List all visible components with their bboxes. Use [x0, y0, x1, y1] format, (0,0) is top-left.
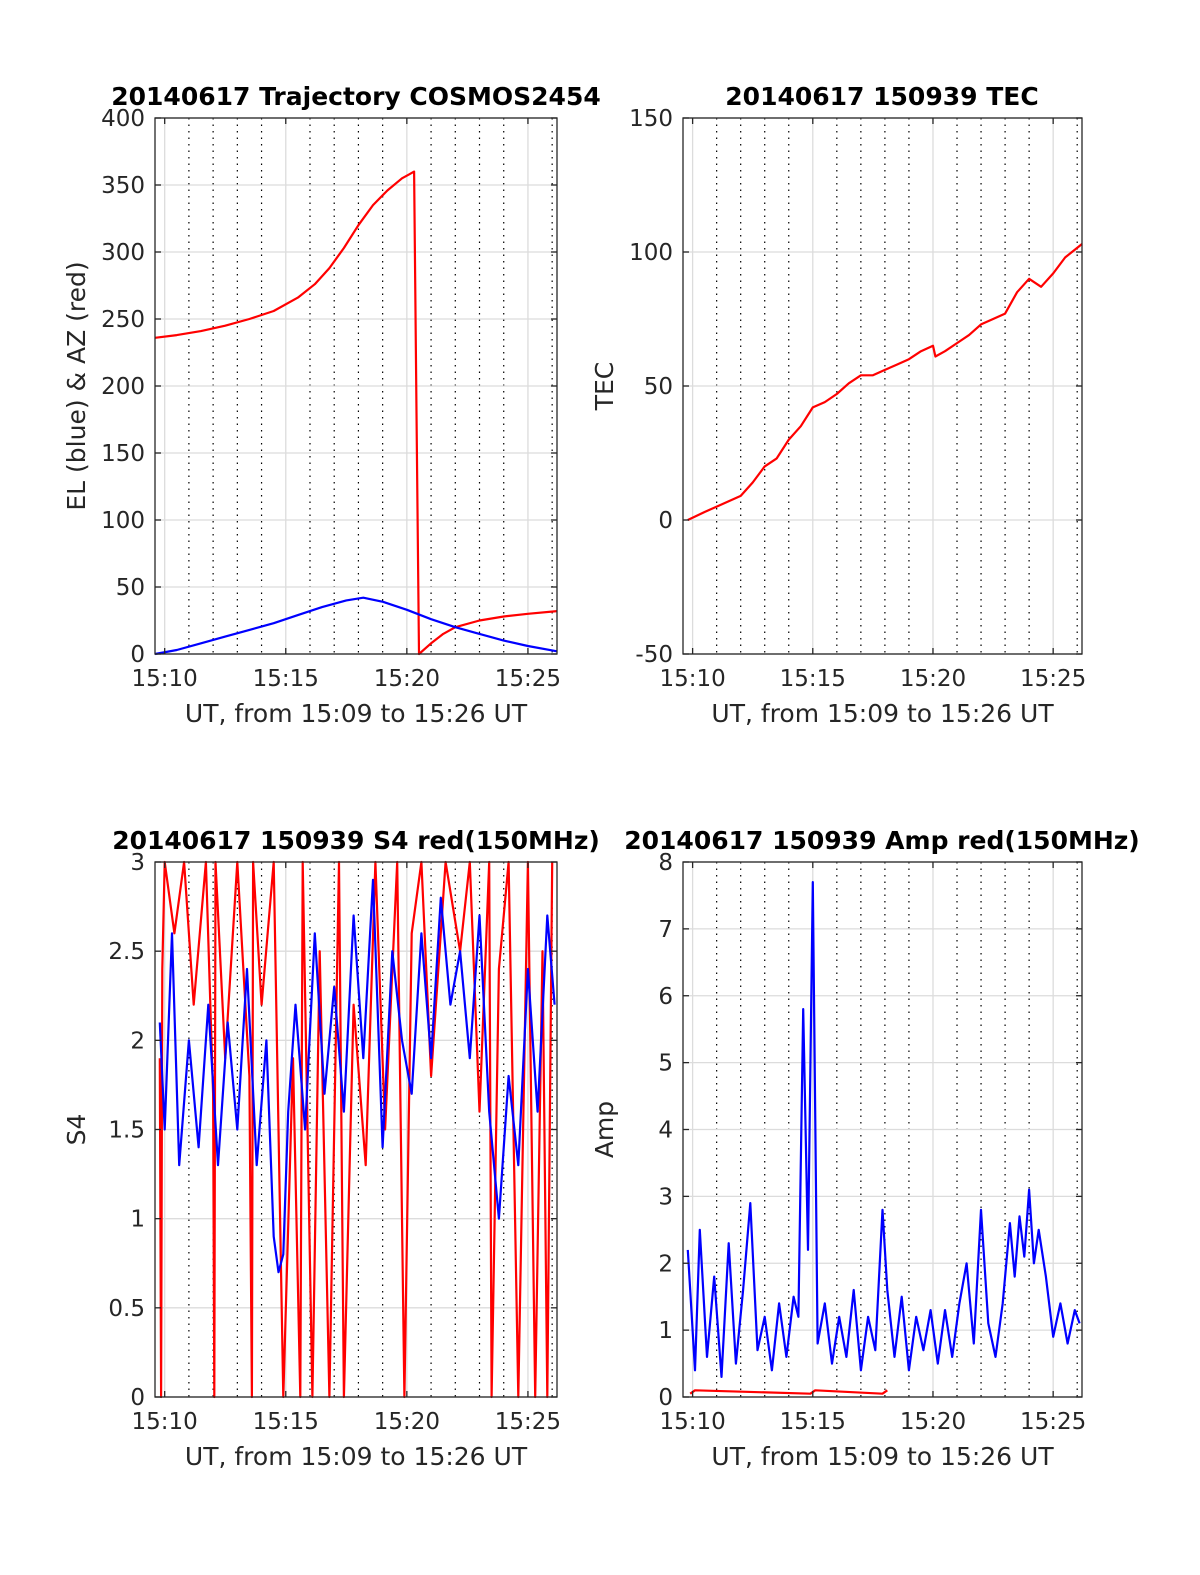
x-tick-label: 15:25 [495, 1409, 561, 1435]
y-tick-label: 250 [101, 307, 145, 333]
y-tick-label: 5 [658, 1051, 673, 1077]
x-axis-label: UT, from 15:09 to 15:26 UT [711, 699, 1054, 728]
y-tick-label: 200 [101, 374, 145, 400]
y-tick-label: 350 [101, 173, 145, 199]
x-tick-label: 15:10 [132, 666, 198, 692]
y-tick-label: 2.5 [108, 939, 145, 965]
y-tick-label: 3 [130, 850, 145, 876]
y-tick-label: 50 [116, 575, 145, 601]
x-tick-label: 15:15 [253, 666, 319, 692]
series-line-1 [686, 880, 1081, 1379]
x-axis-label: UT, from 15:09 to 15:26 UT [185, 1442, 528, 1471]
x-axis-label: UT, from 15:09 to 15:26 UT [185, 699, 528, 728]
x-tick-label: 15:10 [659, 666, 725, 692]
y-tick-label: 1 [658, 1318, 673, 1344]
x-tick-label: 15:15 [780, 666, 846, 692]
x-tick-label: 15:10 [659, 1409, 725, 1435]
y-tick-label: 1.5 [108, 1118, 145, 1144]
y-tick-label: 1 [130, 1207, 145, 1233]
panel-s4: 15:10 15:15 15:20 15:25 0 0.5 1 1.5 2 2.5 3 201406… [62, 826, 600, 1471]
x-tick-label: 15:15 [253, 1409, 319, 1435]
chart-title: 20140617 Trajectory COSMOS2454 [111, 82, 601, 111]
y-axis-label: TEC [590, 362, 619, 412]
panel-amp: 15:10 15:15 15:20 15:25 0 1 2 3 4 5 6 7 8 20140617 1… [590, 826, 1140, 1471]
x-tick-label: 15:25 [1020, 1409, 1086, 1435]
y-tick-label: 150 [629, 106, 673, 132]
x-tick-label: 15:20 [900, 1409, 966, 1435]
x-tick-label: 15:25 [495, 666, 561, 692]
chart-title: 20140617 150939 S4 red(150MHz) [112, 826, 600, 855]
y-tick-label: 0 [658, 1385, 673, 1411]
y-tick-label: -50 [635, 642, 673, 668]
y-axis-label: S4 [62, 1114, 91, 1146]
y-tick-label: 0.5 [108, 1296, 145, 1322]
chart-title: 20140617 150939 TEC [725, 82, 1038, 111]
x-tick-label: 15:20 [374, 1409, 440, 1435]
x-tick-label: 15:20 [900, 666, 966, 692]
y-tick-label: 0 [130, 1385, 145, 1411]
series-line-0 [687, 243, 1083, 521]
y-tick-label: 300 [101, 240, 145, 266]
panel-tec: 15:10 15:15 15:20 15:25 -50 0 50 100 150 2014061… [590, 82, 1086, 728]
y-tick-label: 0 [658, 508, 673, 534]
y-tick-label: 6 [658, 984, 673, 1010]
y-tick-label: 50 [644, 374, 673, 400]
x-tick-label: 15:20 [374, 666, 440, 692]
y-axis-label: Amp [590, 1101, 619, 1158]
y-tick-label: 2 [130, 1028, 145, 1054]
x-tick-label: 15:10 [132, 1409, 198, 1435]
y-tick-label: 4 [658, 1118, 673, 1144]
y-tick-label: 100 [101, 508, 145, 534]
y-tick-label: 0 [130, 642, 145, 668]
series-line-0 [158, 860, 554, 1399]
y-tick-label: 100 [629, 240, 673, 266]
x-tick-label: 15:25 [1020, 666, 1086, 692]
series-line-1 [158, 878, 556, 1274]
y-tick-label: 400 [101, 106, 145, 132]
series-line-1 [154, 596, 558, 656]
panel-trajectory: 15:10 15:15 15:20 15:25 0 50 100 150 200 250 300 35… [62, 82, 601, 728]
y-tick-label: 150 [101, 441, 145, 467]
chart-title: 20140617 150939 Amp red(150MHz) [624, 826, 1140, 855]
y-tick-label: 8 [658, 850, 673, 876]
x-axis-label: UT, from 15:09 to 15:26 UT [711, 1442, 1054, 1471]
y-axis-label: EL (blue) & AZ (red) [62, 261, 91, 510]
y-tick-label: 2 [658, 1251, 673, 1277]
y-tick-label: 7 [658, 917, 673, 943]
y-tick-label: 3 [658, 1184, 673, 1210]
x-tick-label: 15:15 [780, 1409, 846, 1435]
